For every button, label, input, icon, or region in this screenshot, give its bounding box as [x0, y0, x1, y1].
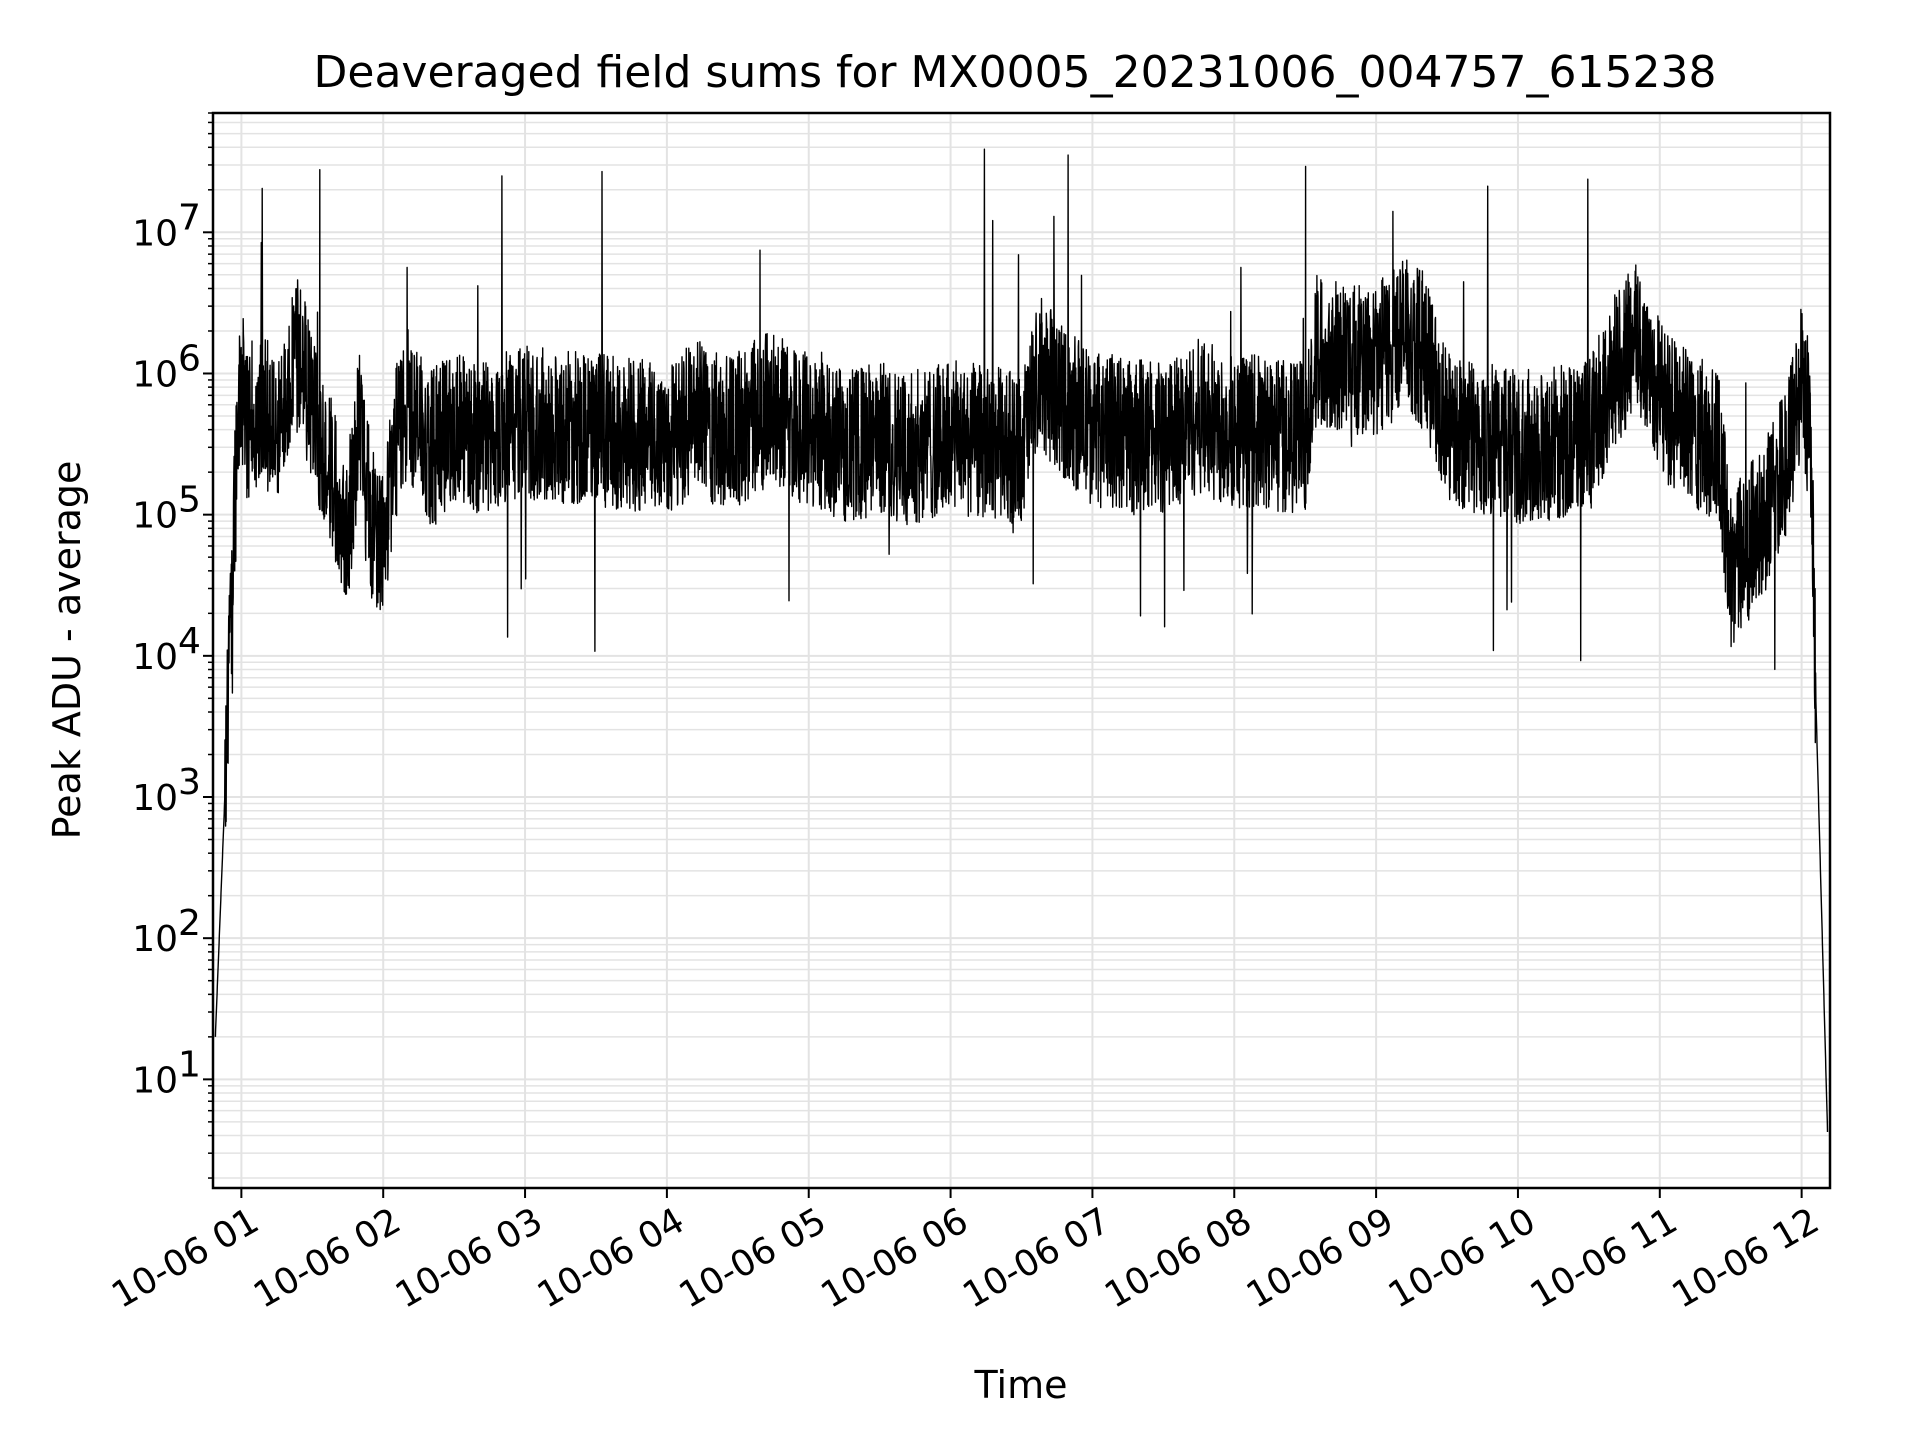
y-tick-label: 10	[132, 213, 178, 254]
axes-frame	[211, 111, 1832, 1190]
y-tick-label: 10	[132, 1060, 178, 1101]
y-tick-exponent: 4	[178, 621, 201, 662]
chart-title: Deaveraged field sums for MX0005_2023100…	[314, 47, 1717, 98]
y-tick-exponent: 5	[178, 480, 201, 521]
grid-lines	[213, 112, 1830, 1188]
y-tick-exponent: 2	[178, 903, 201, 944]
y-tick-exponent: 1	[178, 1044, 201, 1085]
y-tick-label: 10	[132, 496, 178, 537]
y-tick-label: 10	[132, 354, 178, 395]
series-lines	[214, 148, 1829, 1133]
y-tick-label: 10	[132, 919, 178, 960]
y-tick-exponent: 6	[178, 338, 201, 379]
series-line	[214, 148, 1829, 1133]
y-tick-label: 10	[132, 637, 178, 678]
x-axis-label: Time	[974, 1363, 1068, 1407]
y-tick-exponent: 3	[178, 762, 201, 803]
y-axis-label: Peak ADU - average	[45, 461, 89, 840]
y-tick-exponent: 7	[178, 197, 201, 238]
y-tick-label: 10	[132, 778, 178, 819]
plot-area	[211, 111, 1832, 1190]
